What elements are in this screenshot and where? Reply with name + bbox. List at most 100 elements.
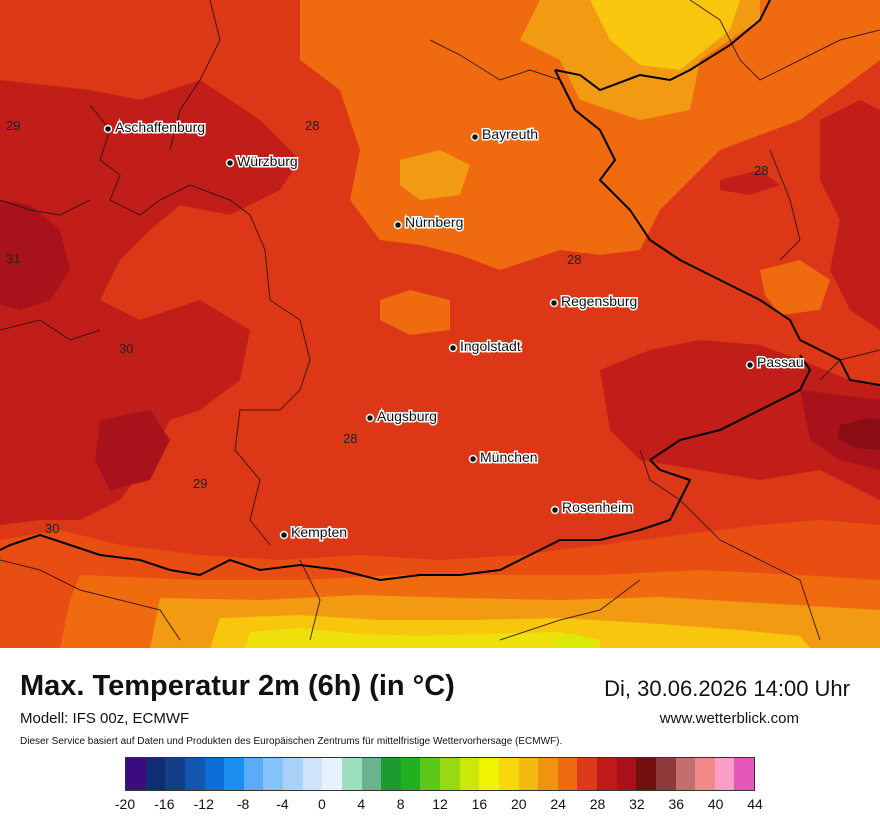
city-label: Rosenheim: [562, 499, 633, 515]
legend-tick-label: 40: [707, 796, 724, 812]
legend-swatch: [420, 758, 440, 790]
legend-swatch: [577, 758, 597, 790]
legend-swatch: [695, 758, 715, 790]
legend-tick-label: -16: [154, 796, 175, 812]
legend-swatch: [498, 758, 519, 790]
temperature-field-26-center: [380, 290, 450, 335]
temperature-field-29-northeast: [820, 100, 880, 330]
city-dot: [225, 158, 235, 168]
legend-swatch: [204, 758, 225, 790]
legend-swatch: [734, 758, 754, 790]
map-title: Max. Temperatur 2m (6h) (in °C): [20, 670, 455, 702]
legend-tick-label: 0: [317, 796, 326, 812]
city-dot: [279, 530, 289, 540]
legend-swatch: [243, 758, 264, 790]
isoline-label: 30: [45, 521, 59, 536]
city-label: Ingolstadt: [460, 338, 521, 354]
legend-swatch: [381, 758, 401, 790]
city-label: Würzburg: [237, 153, 298, 169]
temperature-field-31-east: [838, 418, 880, 450]
legend-tick-label: -12: [193, 796, 214, 812]
city-label: Nürnberg: [405, 214, 463, 230]
map-canvas: 29 28 28 31 28 30 28 29 30 Aschaffenburg…: [0, 0, 880, 648]
disclaimer-text: Dieser Service basiert auf Daten und Pro…: [20, 736, 563, 747]
legend-tick-label: 36: [668, 796, 685, 812]
legend-swatch: [400, 758, 421, 790]
legend-tick-label: 20: [510, 796, 527, 812]
temperature-field-26-north: [300, 0, 880, 270]
legend-tick-label: 28: [589, 796, 606, 812]
isoline-label: 28: [754, 163, 768, 178]
city-wurzburg[interactable]: Würzburg: [225, 152, 299, 171]
color-legend: [125, 757, 755, 791]
color-legend-ticks: -20 -16 -12 -8 -4 0 4 8 12 16 20 24 28 32 36 40 44: [115, 796, 763, 816]
legend-swatch: [145, 758, 166, 790]
legend-swatch: [361, 758, 382, 790]
isoline-label: 28: [343, 431, 357, 446]
city-dot: [103, 124, 113, 134]
legend-swatch: [479, 758, 499, 790]
legend-swatch: [126, 758, 146, 790]
legend-swatch: [224, 758, 244, 790]
legend-tick-label: 32: [629, 796, 645, 812]
city-regensburg[interactable]: Regensburg: [549, 292, 639, 311]
city-dot: [468, 454, 478, 464]
legend-swatch: [165, 758, 185, 790]
city-dot: [365, 413, 375, 423]
isoline-label: 28: [567, 252, 581, 267]
city-dot: [550, 505, 560, 515]
city-label: München: [480, 449, 538, 465]
city-augsburg[interactable]: Augsburg: [365, 407, 438, 426]
isoline-label: 28: [305, 118, 319, 133]
legend-swatch: [302, 758, 323, 790]
national-borders: [0, 0, 880, 582]
city-kempten[interactable]: Kempten: [279, 523, 349, 542]
forecast-datetime: Di, 30.06.2026 14:00 Uhr: [604, 676, 850, 701]
legend-swatch: [616, 758, 637, 790]
temperature-field-29-bohemia: [720, 170, 780, 195]
temperature-field-26-east: [760, 260, 830, 315]
legend-swatch: [675, 758, 696, 790]
isoline-labels: 29 28 28 31 28 30 28 29 30: [6, 118, 768, 536]
legend-tick-label: 44: [747, 796, 763, 812]
legend-tick-label: -4: [276, 796, 289, 812]
city-dot: [549, 298, 559, 308]
city-munchen[interactable]: München: [468, 448, 539, 467]
temperature-field-29-northwest: [0, 80, 300, 525]
legend-tick-label: 12: [432, 796, 448, 812]
city-bayreuth[interactable]: Bayreuth: [470, 125, 540, 144]
temperature-field-24-nurnberg: [400, 150, 470, 200]
map-footer: Max. Temperatur 2m (6h) (in °C) Di, 30.0…: [0, 648, 880, 830]
temperature-field-30-west: [95, 410, 170, 490]
temperature-field-20-south: [245, 628, 600, 648]
city-aschaffenburg[interactable]: Aschaffenburg: [103, 118, 207, 137]
legend-swatch: [341, 758, 362, 790]
city-label: Passau: [757, 354, 804, 370]
city-dot: [393, 220, 403, 230]
legend-tick-label: 8: [396, 796, 405, 812]
legend-swatch: [440, 758, 460, 790]
city-nurnberg[interactable]: Nürnberg: [393, 213, 465, 232]
temperature-map: 29 28 28 31 28 30 28 29 30 Aschaffenburg…: [0, 0, 880, 648]
legend-swatch: [263, 758, 283, 790]
legend-swatch: [557, 758, 578, 790]
legend-tick-label: -20: [114, 796, 136, 812]
temperature-field-18-south: [555, 634, 600, 648]
legend-swatch: [636, 758, 656, 790]
legend-swatch: [655, 758, 676, 790]
legend-tick-label: 24: [550, 796, 566, 812]
city-label: Bayreuth: [482, 126, 538, 142]
isoline-label: 29: [6, 118, 20, 133]
legend-swatch: [322, 758, 342, 790]
model-label: Modell: IFS 00z, ECMWF: [20, 710, 190, 727]
temperature-field-22-north: [590, 0, 740, 70]
city-label: Kempten: [291, 524, 347, 540]
legend-swatch: [538, 758, 558, 790]
legend-swatch: [714, 758, 735, 790]
city-rosenheim[interactable]: Rosenheim: [550, 498, 634, 517]
city-passau[interactable]: Passau: [745, 353, 805, 372]
city-label: Aschaffenburg: [115, 119, 205, 135]
city-ingolstadt[interactable]: Ingolstadt: [448, 337, 522, 356]
legend-swatch: [518, 758, 539, 790]
website-link[interactable]: www.wetterblick.com: [659, 710, 799, 727]
